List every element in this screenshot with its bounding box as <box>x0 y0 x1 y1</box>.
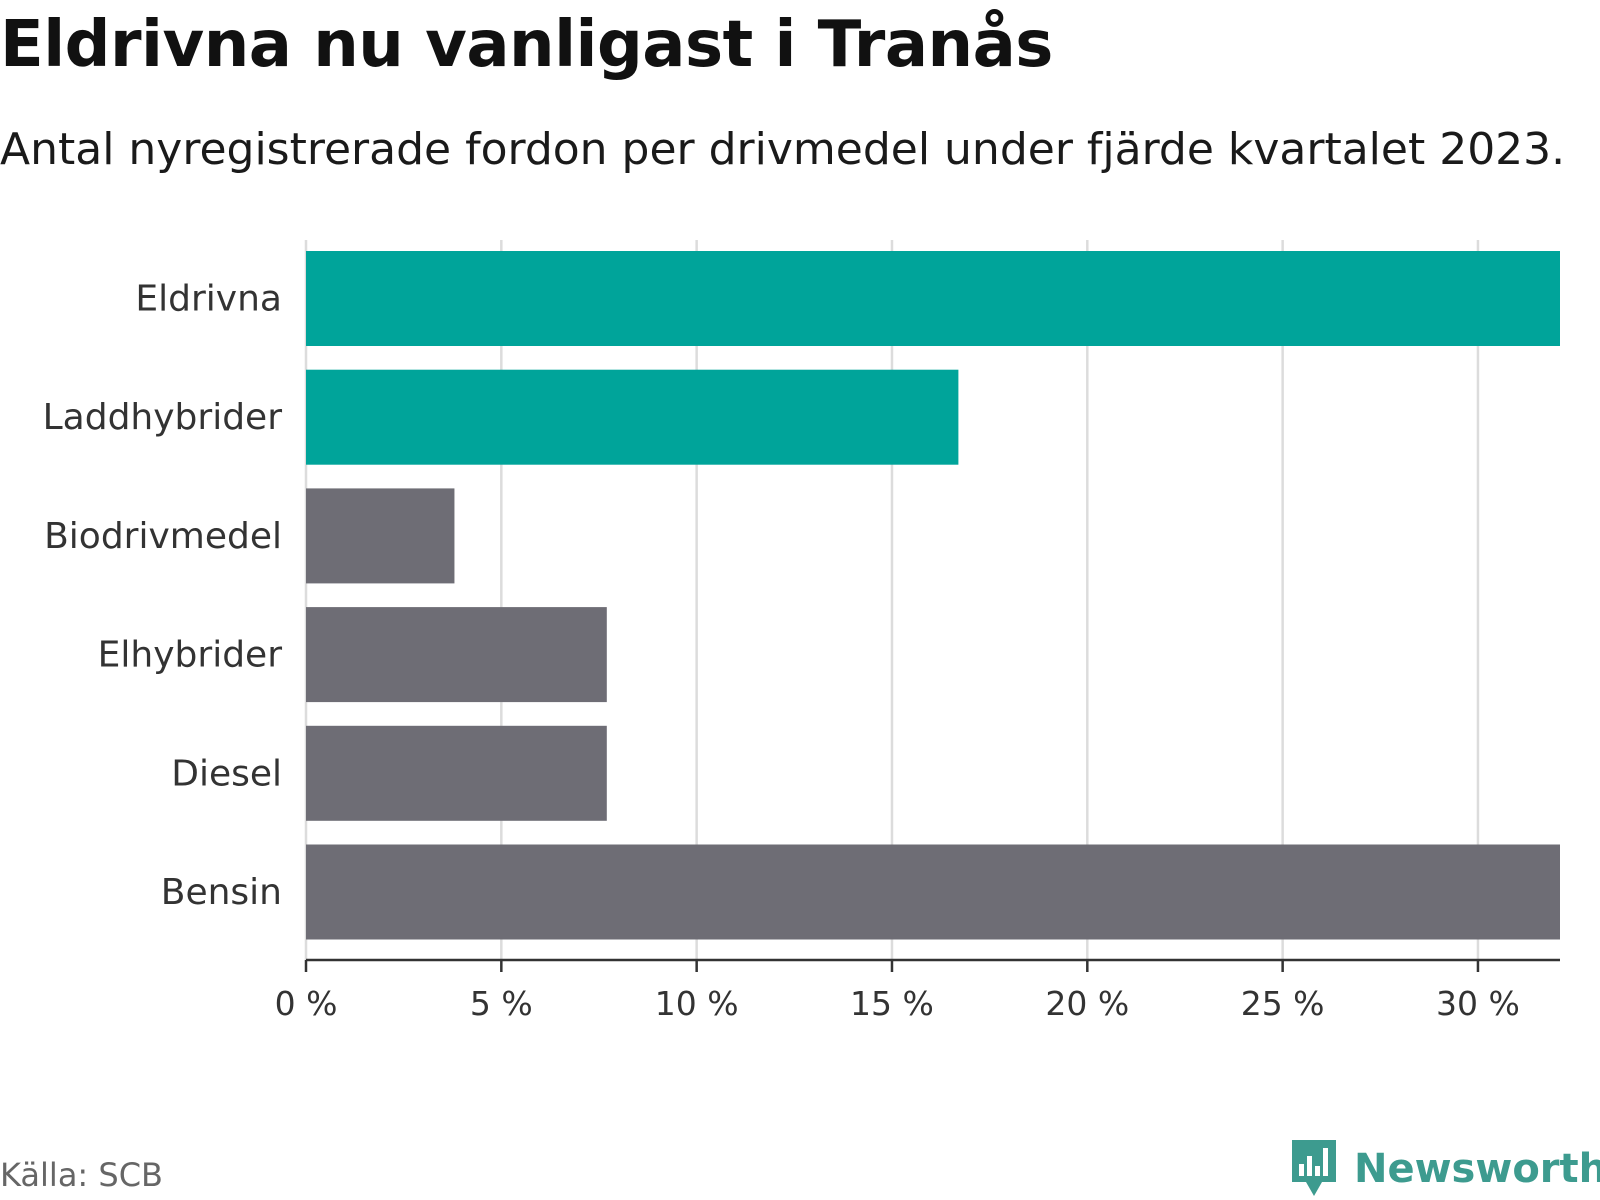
bar-diesel <box>306 725 607 821</box>
chart-subtitle: Antal nyregistrerade fordon per drivmede… <box>0 124 1566 175</box>
source-note: Källa: SCB <box>0 1156 163 1194</box>
x-tick-label-3: 15 % <box>850 984 934 1023</box>
newsworthy-logo-text: Newsworthy <box>1354 1146 1600 1192</box>
bar-laddhybrider <box>306 369 959 465</box>
x-tick-label-6: 30 % <box>1436 984 1520 1023</box>
category-label-eldrivna: Eldrivna <box>135 279 282 320</box>
bar-elhybrider <box>306 607 607 703</box>
x-tick-label-2: 10 % <box>655 984 739 1023</box>
x-tick-label-5: 25 % <box>1241 984 1325 1023</box>
category-label-biodrivmedel: Biodrivmedel <box>44 516 282 557</box>
x-tick-label-1: 5 % <box>470 984 533 1023</box>
x-tick-label-4: 20 % <box>1045 984 1129 1023</box>
x-tick-label-0: 0 % <box>275 984 338 1023</box>
category-label-laddhybrider: Laddhybrider <box>43 397 283 438</box>
bar-bensin <box>306 844 1560 940</box>
category-label-diesel: Diesel <box>171 753 282 794</box>
newsworthy-logo: Newsworthy <box>1288 1138 1600 1200</box>
bar-biodrivmedel <box>306 488 455 584</box>
category-label-elhybrider: Elhybrider <box>98 635 283 676</box>
chart-title: Eldrivna nu vanligast i Tranås <box>0 8 1053 82</box>
bar-chart: Eldrivna Laddhybrider Biodrivmedel Elhybrid… <box>43 240 1560 1023</box>
newsworthy-logo-icon <box>1292 1140 1336 1196</box>
category-label-bensin: Bensin <box>161 872 282 913</box>
bar-eldrivna <box>306 251 1560 346</box>
